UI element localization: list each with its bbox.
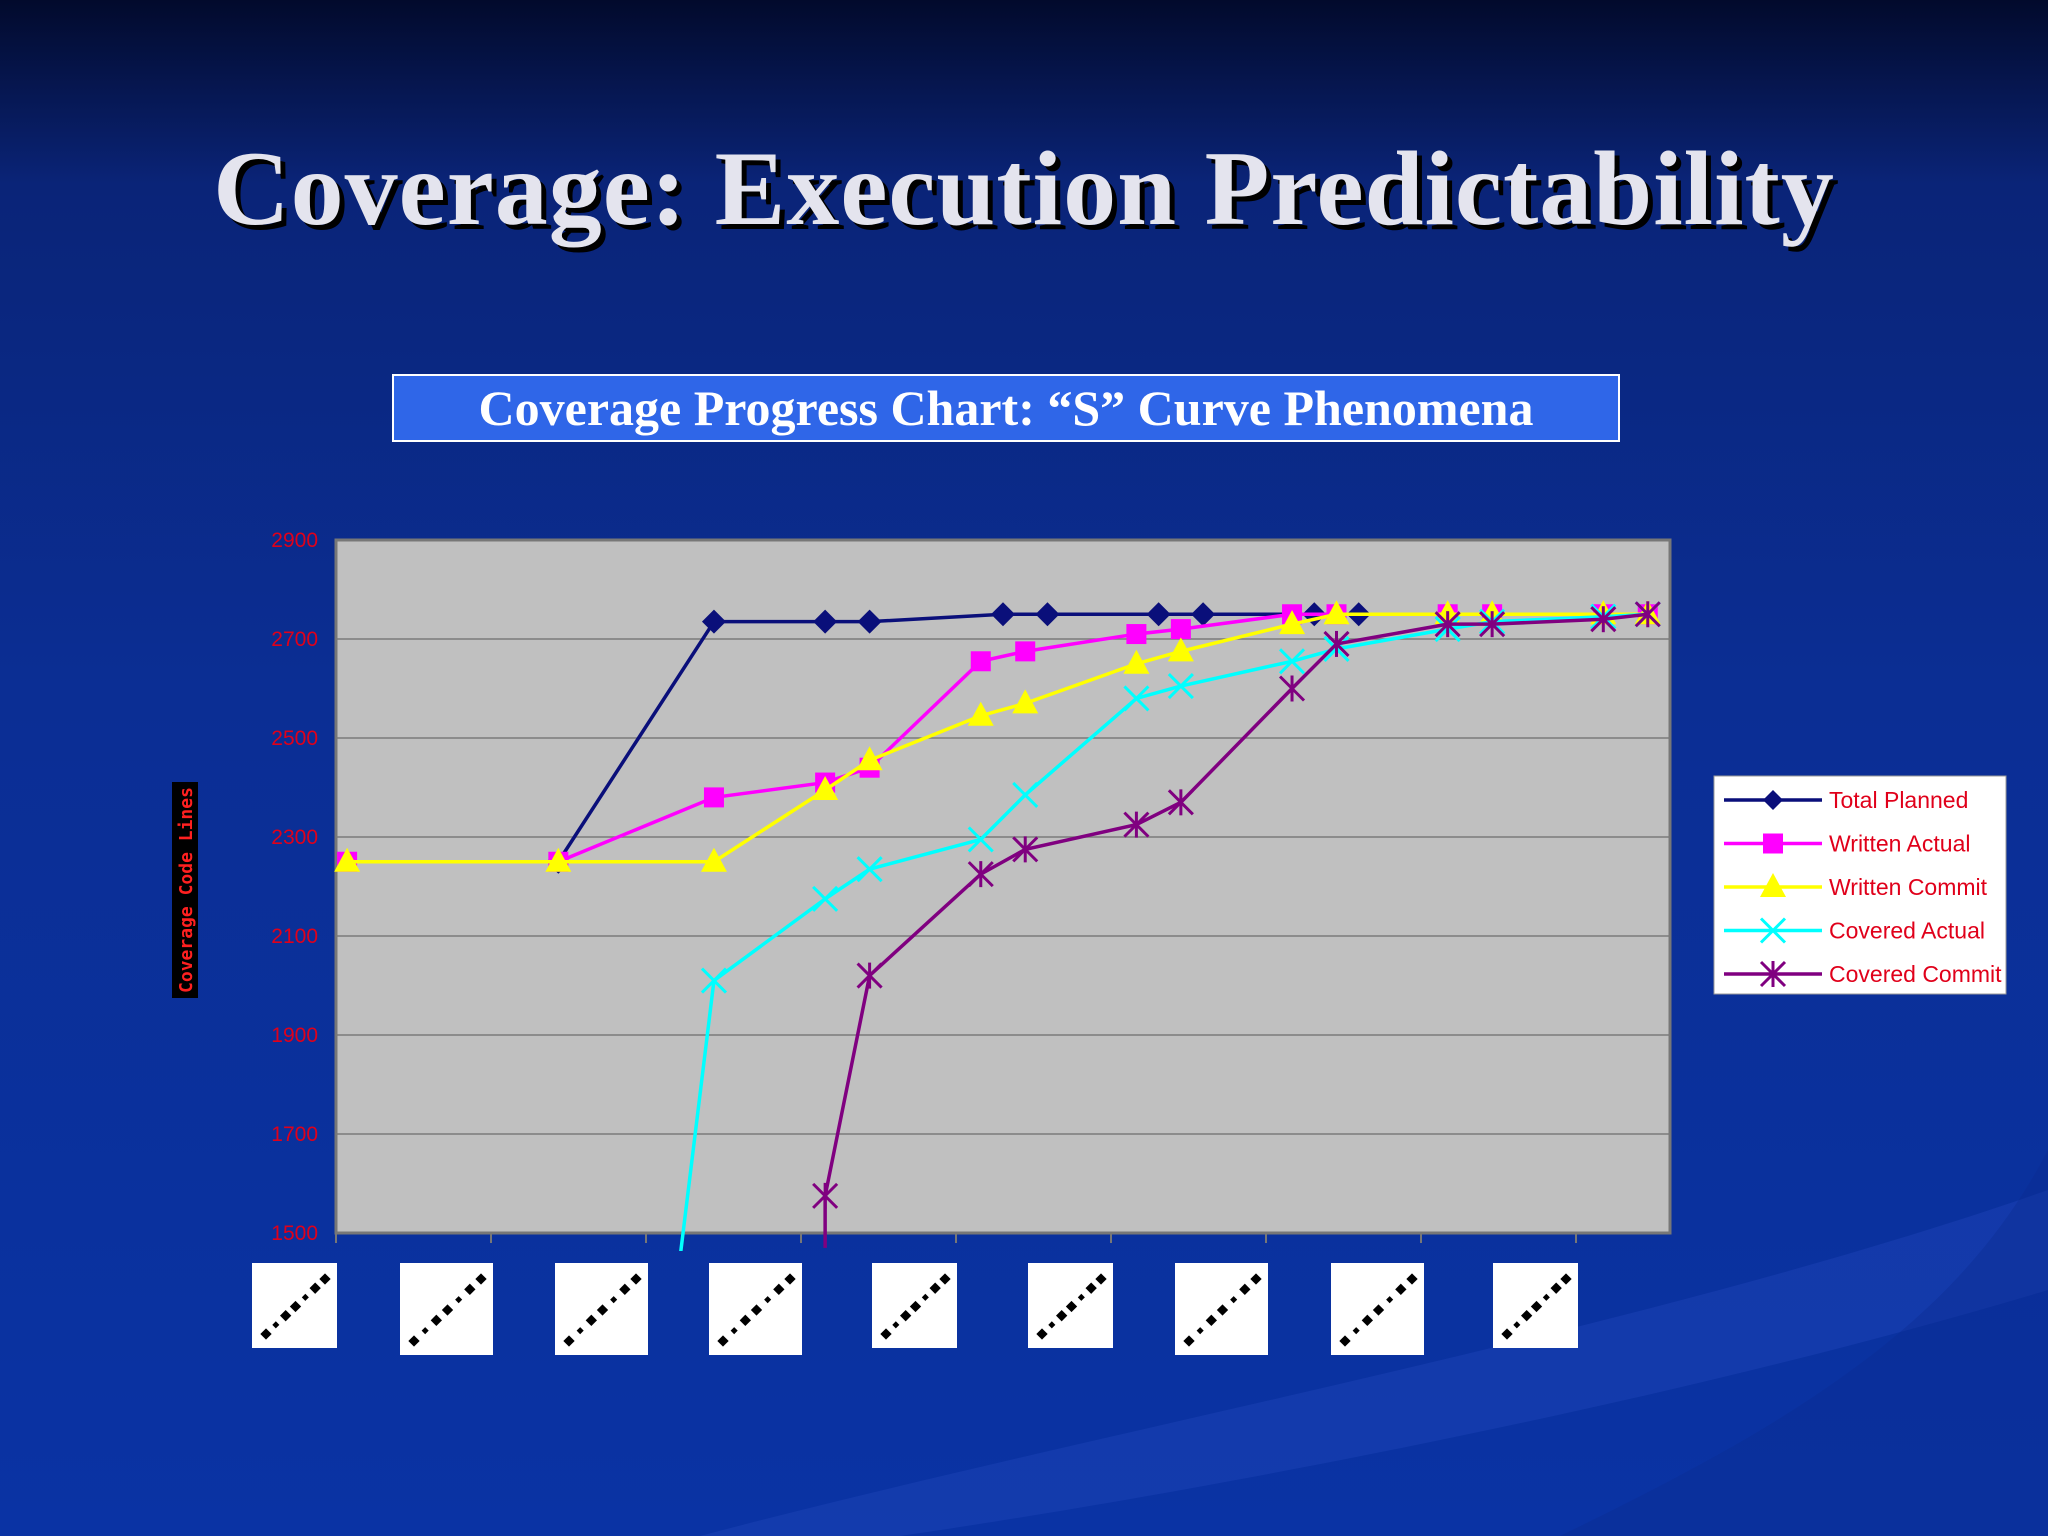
data-point (1479, 611, 1506, 638)
y-tick-label: 2700 (271, 628, 318, 651)
data-point (1170, 619, 1191, 640)
legend-box (1713, 775, 2007, 995)
data-point (1146, 602, 1171, 627)
y-tick-label: 1700 (271, 1123, 318, 1146)
y-tick-label: 2100 (271, 925, 318, 948)
data-point (1278, 675, 1306, 702)
data-point (1123, 811, 1150, 838)
data-point (1123, 685, 1150, 712)
data-point (700, 847, 727, 872)
y-tick-label: 2300 (271, 826, 318, 849)
data-point (991, 602, 1015, 627)
y-tick-label: 2900 (271, 529, 318, 552)
data-point (1434, 611, 1461, 638)
data-point (967, 861, 994, 888)
x-tick-label-box (252, 1263, 337, 1348)
legend-item: Covered Commit (1724, 960, 2002, 988)
x-tick-label-box (400, 1263, 493, 1355)
data-point (1759, 960, 1787, 988)
data-point (970, 651, 991, 672)
data-point (1191, 602, 1216, 627)
data-point (545, 847, 572, 872)
data-point (1012, 781, 1039, 808)
data-point (1759, 917, 1787, 944)
data-point (857, 609, 882, 634)
x-tick-label-box (1175, 1263, 1268, 1355)
data-point (1590, 606, 1617, 633)
y-axis-label: Coverage Code Lines (172, 782, 198, 998)
data-point (812, 1182, 839, 1209)
data-point (1323, 600, 1350, 625)
data-point (1167, 672, 1194, 700)
x-tick-label-box (555, 1263, 648, 1355)
data-point (1123, 649, 1150, 674)
data-point (1012, 689, 1039, 714)
legend-item: Written Commit (1724, 873, 1988, 900)
slide-title: Coverage: Execution Predictability (213, 130, 1835, 247)
data-point (334, 847, 361, 872)
data-point (813, 609, 838, 634)
legend: Total Planned Written Actual Written Commi… (1713, 775, 2007, 995)
y-tick-label: 1900 (271, 1024, 318, 1047)
x-tick-label-box (1028, 1263, 1113, 1348)
series-line (556, 612, 1359, 863)
data-point (1167, 789, 1194, 816)
legend-label: Covered Commit (1829, 961, 2002, 987)
data-point (703, 787, 724, 808)
data-point (701, 609, 726, 634)
data-point (812, 775, 839, 800)
data-point (1763, 790, 1783, 810)
legend-label: Written Actual (1829, 831, 1970, 857)
data-point (1634, 601, 1661, 628)
x-tick-label-box (1493, 1263, 1578, 1348)
data-point (1126, 624, 1147, 645)
chart-subtitle: Coverage Progress Chart: “S” Curve Pheno… (392, 374, 1620, 442)
data-point (812, 885, 839, 912)
legend-item: Covered Actual (1724, 917, 1985, 944)
y-tick-label: 1500 (271, 1222, 318, 1245)
data-point (1763, 833, 1783, 854)
data-point (967, 826, 994, 853)
data-point (1035, 602, 1060, 627)
data-point (856, 856, 883, 883)
data-point (1015, 641, 1036, 662)
data-point (1012, 836, 1039, 863)
x-tick-label-box (872, 1263, 957, 1348)
data-point (1279, 610, 1306, 635)
data-point (1167, 637, 1194, 662)
data-point (700, 967, 728, 994)
legend-label: Written Commit (1829, 874, 1988, 900)
plot-area (334, 538, 1672, 1235)
legend-label: Covered Actual (1829, 918, 1985, 944)
y-axis-label-text: Coverage Code Lines (176, 787, 197, 993)
legend-item: Total Planned (1724, 787, 1968, 813)
series-covered-commit (812, 601, 1661, 1248)
data-point (856, 746, 883, 771)
data-point (856, 962, 883, 989)
x-tick-label-box (1331, 1263, 1424, 1355)
data-point (967, 701, 994, 726)
legend-item: Written Actual (1724, 831, 1970, 857)
y-tick-label: 2500 (271, 727, 318, 750)
x-tick-label-box (709, 1263, 802, 1355)
data-point (1323, 630, 1350, 658)
legend-label: Total Planned (1829, 787, 1968, 813)
data-point (1760, 873, 1786, 897)
data-point (1278, 648, 1306, 675)
